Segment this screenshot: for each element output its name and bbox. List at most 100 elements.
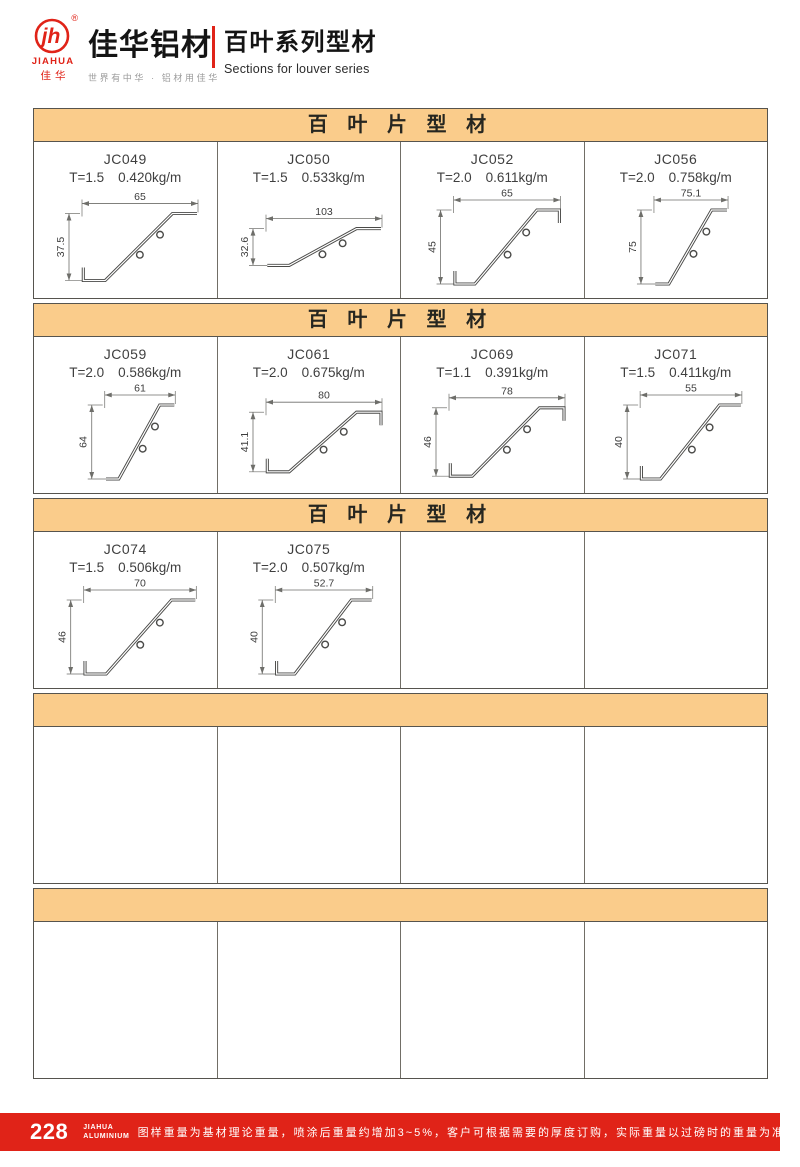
svg-text:55: 55 [685,383,697,395]
page-header: jh ® JIAHUA 佳华 佳华铝材 世界有中华 · 铝材用佳华 百叶系列型材… [24,12,776,96]
profile-weight: 0.506kg/m [118,560,182,575]
empty-cell [218,922,401,1078]
footer-brand: JIAHUA ALUMINIUM [83,1123,129,1142]
section-header-band [34,694,767,727]
profile-catalog-table: 百 叶 片 型 材 JC049 T=1.5 0.420kg/m 65 37.5 JC050 T… [33,108,768,1083]
catalog-section: 百 叶 片 型 材 JC049 T=1.5 0.420kg/m 65 37.5 JC050 T… [33,108,768,299]
profile-spec: T=2.0 0.758kg/m [585,170,768,185]
profile-weight: 0.391kg/m [485,365,549,380]
footer-note: 图样重量为基材理论重量，喷涂后重量约增加3~5%，客户可根据需要的厚度订购，实际… [137,1127,799,1139]
svg-text:46: 46 [422,436,434,448]
empty-cell [585,727,768,883]
profile-thickness: T=2.0 [252,365,288,380]
profile-code: JC056 [654,151,698,167]
empty-cell [585,922,768,1078]
profile-weight: 0.758kg/m [668,170,732,185]
svg-text:64: 64 [78,436,90,448]
empty-cell [34,922,218,1078]
header-divider [212,26,215,68]
profile-cell: JC075 T=2.0 0.507kg/m 52.7 40 [218,532,401,688]
profile-drawing: 52.7 40 [248,578,373,676]
empty-cell [34,727,218,883]
svg-text:52.7: 52.7 [314,578,335,590]
profile-code: JC052 [470,151,514,167]
profile-cell: JC071 T=1.5 0.411kg/m 55 40 [585,337,768,493]
section-header-band [34,889,767,922]
svg-text:40: 40 [248,631,260,643]
profile-cell: JC050 T=1.5 0.533kg/m 103 32.6 [218,142,401,298]
profile-spec: T=2.0 0.611kg/m [401,170,584,185]
profile-weight: 0.611kg/m [485,170,548,185]
catalog-section: 百 叶 片 型 材 JC074 T=1.5 0.506kg/m 70 46 JC075 T=2… [33,498,768,689]
svg-text:70: 70 [134,578,146,590]
logo-circle-icon: jh [34,18,70,54]
svg-text:41.1: 41.1 [239,432,251,453]
company-name: 佳华铝材 [88,29,212,62]
series-title-cn: 百叶系列型材 [224,29,377,56]
profile-code: JC049 [103,151,147,167]
footer-brand-bottom: ALUMINIUM [83,1133,130,1140]
section-header-band: 百 叶 片 型 材 [34,109,767,142]
profile-drawing: 78 46 [422,385,566,478]
empty-cell [401,532,585,688]
empty-cell [585,532,768,688]
profile-thickness: T=1.5 [69,560,105,575]
brand-block: 佳华铝材 世界有中华 · 铝材用佳华 [88,20,226,84]
profile-thickness: T=1.1 [436,365,472,380]
profile-drawing: 65 45 [427,188,562,286]
empty-cell [401,922,585,1078]
svg-text:46: 46 [57,631,69,643]
empty-cell [218,727,401,883]
svg-text:37.5: 37.5 [55,237,67,258]
company-logo: jh ® JIAHUA 佳华 [26,13,80,83]
profile-thickness: T=2.0 [436,170,472,185]
profile-code: JC075 [287,541,331,557]
profile-code: JC050 [287,151,331,167]
logo-brand-cn: 佳华 [40,70,70,82]
profile-weight: 0.586kg/m [118,365,182,380]
logo-brand-en: JIAHUA [31,56,75,67]
profile-spec: T=2.0 0.507kg/m [218,560,401,575]
profile-thickness: T=1.5 [252,170,288,185]
svg-text:45: 45 [427,241,439,253]
profile-spec: T=2.0 0.675kg/m [218,365,401,380]
profile-cell: JC059 T=2.0 0.586kg/m 61 64 [34,337,218,493]
svg-text:75: 75 [627,241,639,253]
profile-spec: T=1.5 0.506kg/m [34,560,217,575]
svg-text:32.6: 32.6 [239,237,251,258]
catalog-section [33,888,768,1079]
logo-emblem-icon: jh ® [32,13,78,56]
catalog-section [33,693,768,884]
section-row [34,727,767,883]
profile-drawing: 70 46 [57,578,197,676]
page-number: 228 [30,1119,69,1144]
catalog-section: 百 叶 片 型 材 JC059 T=2.0 0.586kg/m 61 64 JC061 T=2… [33,303,768,494]
profile-spec: T=1.1 0.391kg/m [401,365,584,380]
profile-weight: 0.507kg/m [301,560,365,575]
profile-thickness: T=1.5 [69,170,105,185]
svg-text:78: 78 [501,385,513,397]
empty-cell [401,727,585,883]
profile-code: JC074 [103,541,147,557]
profile-drawing: 55 40 [613,383,742,481]
section-row: JC059 T=2.0 0.586kg/m 61 64 JC061 T=2.0 0.675kg… [34,337,767,493]
profile-drawing: 80 41.1 [239,390,383,474]
series-title-block: 百叶系列型材 Sections for louver series [224,22,377,76]
section-row: JC049 T=1.5 0.420kg/m 65 37.5 JC050 T=1.5 0.533… [34,142,767,298]
profile-spec: T=1.5 0.533kg/m [218,170,401,185]
section-row: JC074 T=1.5 0.506kg/m 70 46 JC075 T=2.0 0.507kg… [34,532,767,688]
svg-text:80: 80 [318,390,330,402]
profile-thickness: T=2.0 [619,170,655,185]
profile-thickness: T=1.5 [620,365,656,380]
profile-cell: JC049 T=1.5 0.420kg/m 65 37.5 [34,142,218,298]
svg-text:65: 65 [501,188,513,200]
profile-drawing: 75.1 75 [627,188,729,286]
profile-spec: T=1.5 0.420kg/m [34,170,217,185]
profile-drawing: 65 37.5 [55,191,199,283]
profile-cell: JC052 T=2.0 0.611kg/m 65 45 [401,142,585,298]
profile-drawing: 61 64 [78,383,176,481]
section-header-band: 百 叶 片 型 材 [34,304,767,337]
section-row [34,922,767,1078]
profile-code: JC059 [103,346,147,362]
series-title-en: Sections for louver series [224,62,370,76]
